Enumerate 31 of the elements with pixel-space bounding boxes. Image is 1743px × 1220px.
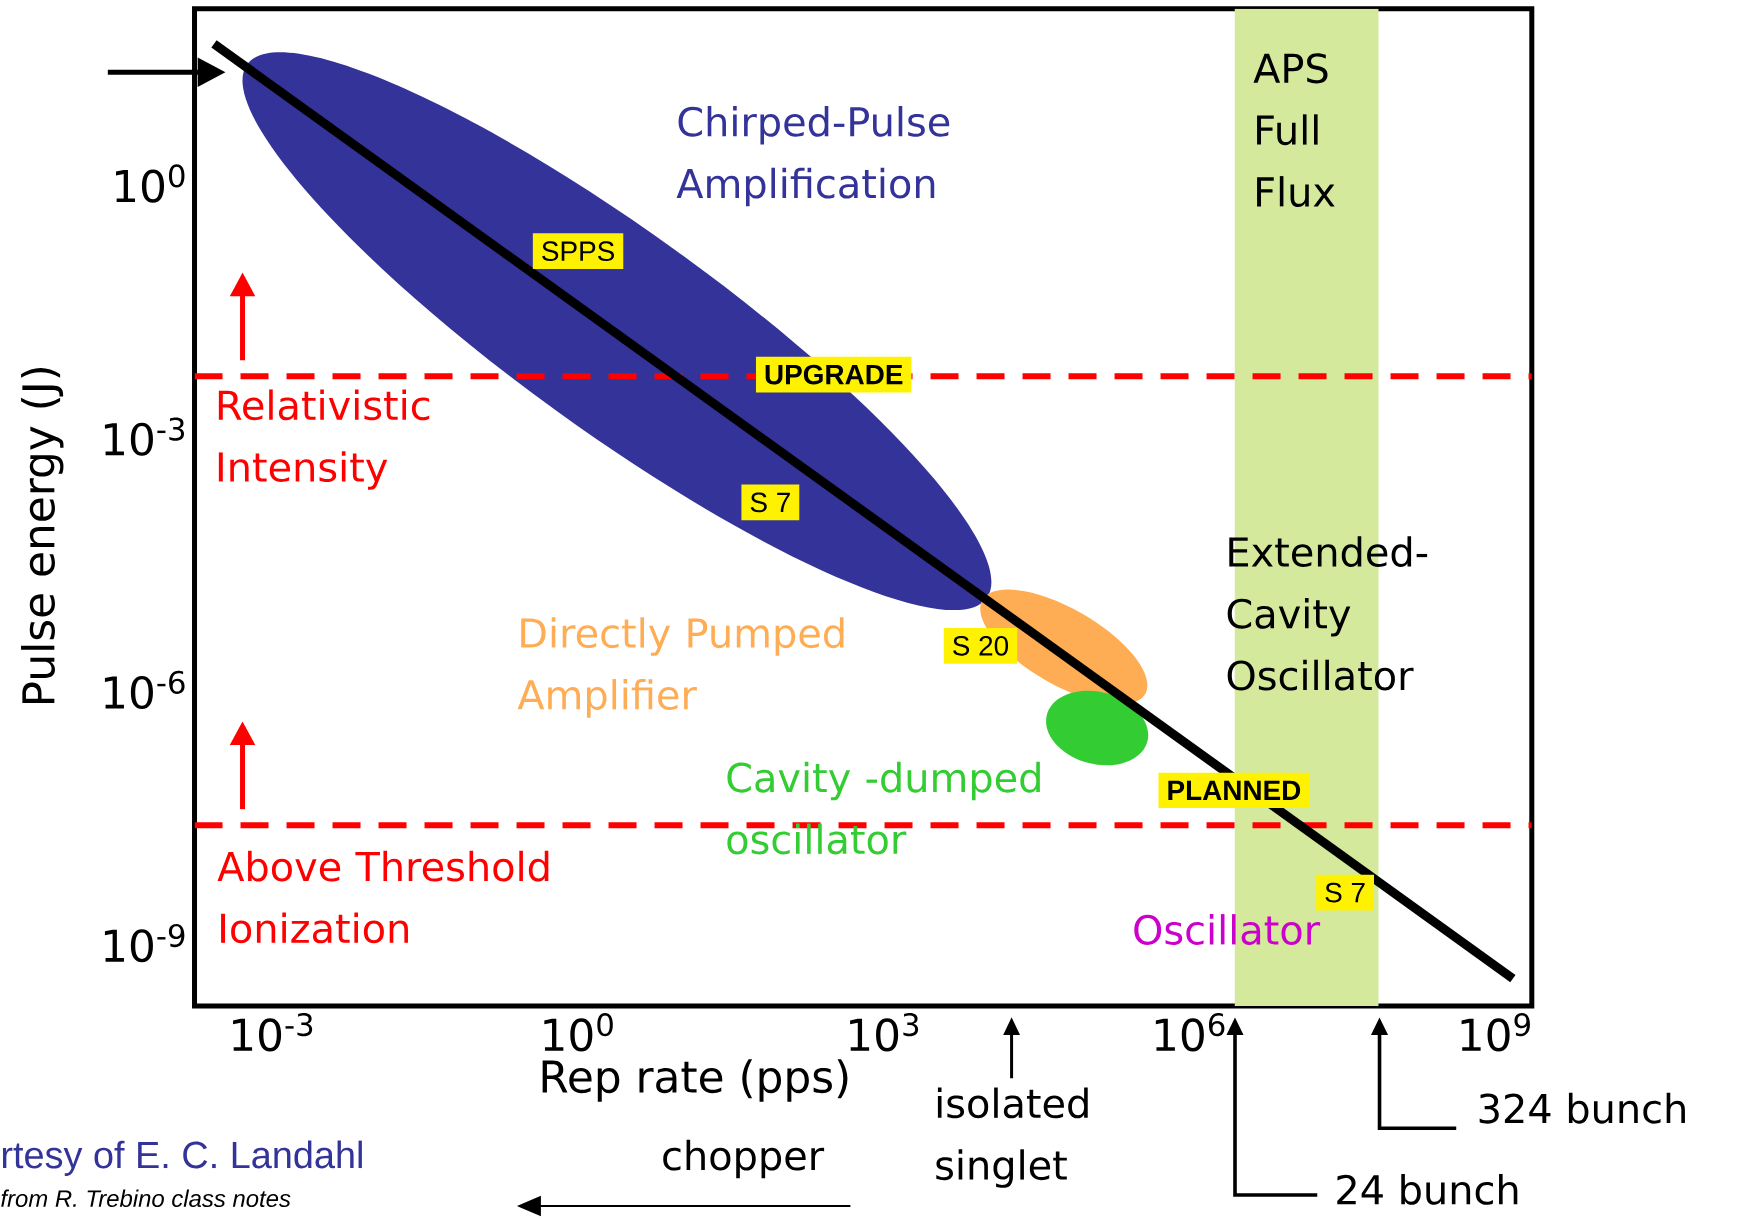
annotation: S 20 [953,635,1009,656]
y-axis-title: Pulse energy (J) [21,367,64,704]
x-tick-label: 10$^{3}$ [850,1013,919,1052]
annotation: SPPS [542,241,615,262]
x-tick-label: 10$^{9}$ [1461,1013,1530,1052]
annotation: S 7 [1325,882,1365,903]
y-tick-label: 10$^{-6}$ [104,670,185,710]
x-tick-label: 10$^{-3}$ [233,1013,313,1052]
annotation: Relativistic Intensity [218,389,430,490]
annotation: PLANNED [1168,780,1301,800]
text: isolated singlet [936,1087,1088,1188]
annotation: UPGRADE [765,364,903,385]
band-label: APS Full Flux [1253,53,1335,207]
annotation: Chirped-Pulse Amplification [676,105,950,207]
text: chopper [663,1139,825,1179]
y-tick-label: 10$^{-9}$ [104,923,185,963]
x-tick-label: 10$^{6}$ [1155,1013,1225,1052]
text: rtesy of E. C. Landahl [2,1140,362,1176]
text: 324 bunch [1479,1092,1685,1124]
annotation: Oscillator [1134,914,1321,945]
text: from R. Trebino class notes [1,1189,291,1208]
x-tick-label: 10$^{0}$ [544,1013,613,1052]
annotation: Extended-Cavity Oscillator [1227,536,1428,691]
annotation: Directly Pumped Amplifier [517,617,844,718]
y-tick-label: 10$^{-3}$ [104,417,185,456]
annotation: Cavity -dumped oscillator [727,761,1040,855]
annotation: Above Threshold Ionization [217,850,549,944]
y-tick-label: 10$^{0}$ [116,164,185,203]
x-axis-title: Rep rate (pps) [542,1059,848,1102]
annotation: S 7 [750,492,790,513]
text: 24 bunch [1337,1173,1518,1205]
